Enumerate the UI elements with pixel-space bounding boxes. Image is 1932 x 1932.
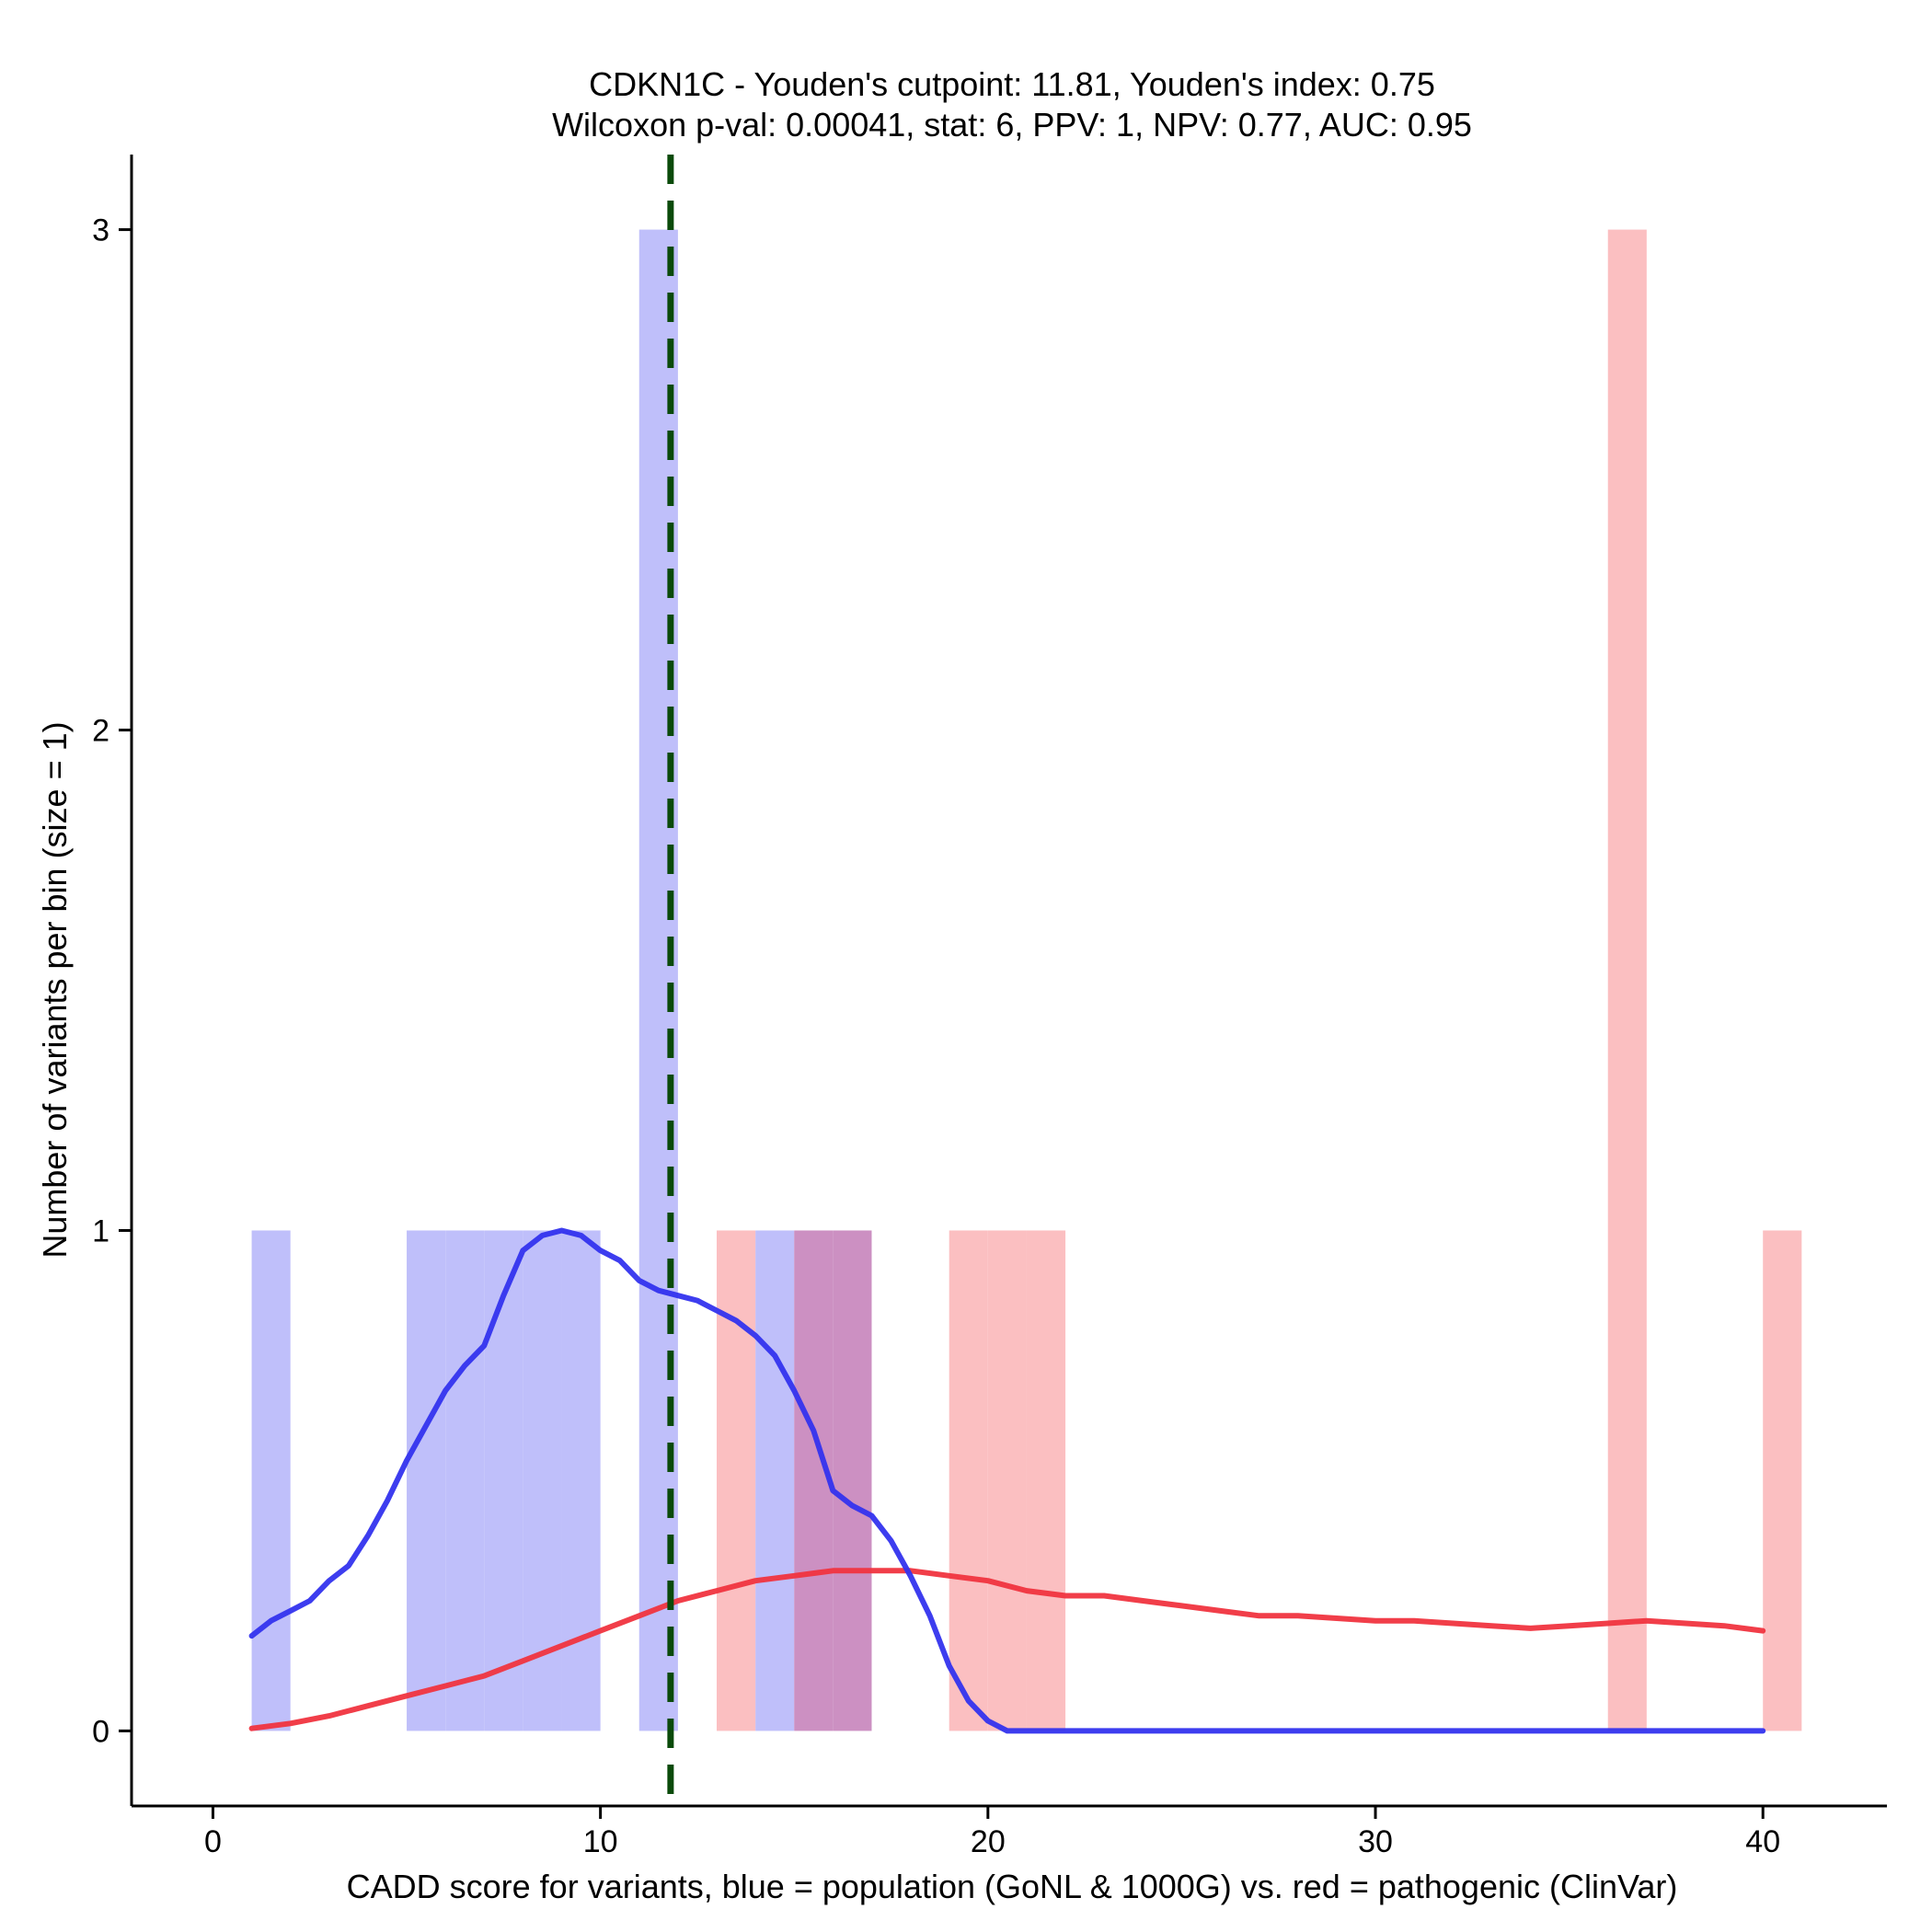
x-axis-ticks: 0 10 20 30 40: [204, 1806, 1780, 1859]
y-axis-ticks: 0 1 2 3: [92, 213, 132, 1749]
population-density-line: [248, 1227, 1766, 1734]
chart-title-line-2: Wilcoxon p-val: 0.00041, stat: 6, PPV: 1…: [552, 106, 1472, 144]
y-tick-label: 3: [92, 213, 109, 248]
overlap-bar: [833, 1230, 872, 1731]
x-tick-label: 30: [1358, 1824, 1393, 1859]
pathogenic-bar: [987, 1230, 1027, 1731]
y-tick-label: 2: [92, 714, 109, 749]
histogram-bars: [251, 229, 1802, 1731]
x-tick-label: 10: [583, 1824, 618, 1859]
pathogenic-bar: [717, 1230, 756, 1731]
overlap-bar: [794, 1230, 834, 1731]
pathogenic-bar: [1026, 1230, 1066, 1731]
density-curves: [248, 1227, 1766, 1734]
x-tick-label: 40: [1745, 1824, 1780, 1859]
population-bar: [407, 1230, 446, 1731]
population-bar: [445, 1230, 485, 1731]
y-tick-label: 0: [92, 1714, 109, 1749]
pathogenic-bar: [1763, 1230, 1802, 1731]
chart-title-line-1: CDKN1C - Youden's cutpoint: 11.81, Youde…: [589, 65, 1435, 103]
population-bar: [561, 1230, 601, 1731]
x-axis-title: CADD score for variants, blue = populati…: [347, 1868, 1678, 1905]
population-bar: [251, 1230, 291, 1731]
population-bar: [755, 1230, 795, 1731]
x-tick-label: 20: [971, 1824, 1006, 1859]
population-bar: [484, 1230, 523, 1731]
pathogenic-bar: [949, 1230, 988, 1731]
pathogenic-bar: [1607, 229, 1647, 1731]
y-axis-title: Number of variants per bin (size = 1): [36, 721, 74, 1258]
pathogenic-density-line: [248, 1568, 1766, 1731]
x-tick-label: 0: [204, 1824, 222, 1859]
y-tick-label: 1: [92, 1213, 109, 1248]
